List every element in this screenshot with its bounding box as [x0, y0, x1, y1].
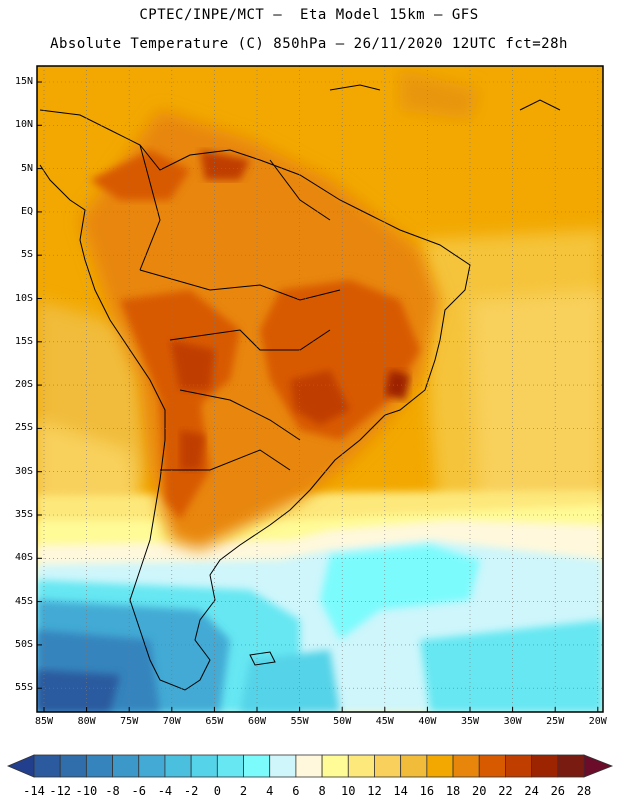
lat-tick-label: 10N [14, 119, 33, 131]
colorbar-swatch [33, 754, 61, 778]
lon-tick-label: 70W [162, 716, 181, 727]
colorbar-swatch [85, 754, 113, 778]
lon-tick-label: 20W [588, 716, 607, 727]
colorbar-swatch [478, 754, 506, 778]
lon-tick-label: 85W [34, 716, 54, 727]
lon-tick-label: 35W [460, 716, 480, 727]
colorbar-label: 26 [550, 784, 566, 798]
colorbar-label: 14 [393, 784, 408, 798]
colorbar-label: 2 [239, 784, 248, 798]
colorbar-label: 10 [341, 784, 356, 798]
colorbar [6, 754, 614, 778]
lon-tick-label: 60W [247, 716, 267, 727]
colorbar-label: 0 [213, 784, 221, 798]
lon-tick-label: 40W [418, 716, 437, 727]
colorbar-swatch [138, 754, 166, 778]
lat-tick-label: 20S [14, 379, 33, 391]
colorbar-label: -2 [183, 784, 199, 798]
lon-tick-label: 65W [205, 716, 224, 727]
lat-tick-label: 50S [14, 638, 33, 650]
lat-tick-label: 40S [14, 552, 33, 564]
colorbar-swatch [216, 754, 244, 778]
lat-tick-label: 45S [14, 595, 33, 607]
colorbar-swatch [374, 754, 402, 778]
lat-tick-label: 25S [14, 422, 33, 434]
colorbar-label: 18 [445, 784, 461, 798]
temperature-field [37, 66, 603, 712]
colorbar-label: -4 [157, 784, 173, 798]
colorbar-swatch [531, 754, 559, 778]
colorbar-label: 20 [472, 784, 487, 798]
colorbar-swatch [59, 754, 87, 778]
lon-tick-label: 25W [546, 716, 565, 727]
lat-tick-label: 15N [14, 76, 33, 87]
colorbar-label: 8 [318, 784, 326, 798]
lat-tick-label: 5N [20, 162, 33, 174]
lon-tick-label: 80W [77, 716, 96, 727]
colorbar-swatch [269, 754, 297, 778]
colorbar-label: -8 [105, 784, 120, 798]
lon-tick-label: 50W [333, 716, 352, 727]
lat-tick-label: 30S [14, 465, 33, 477]
colorbar-min-arrow [6, 754, 35, 778]
lat-tick-label: 5S [20, 249, 33, 261]
tick-marks [37, 81, 599, 712]
colorbar-swatch [505, 754, 533, 778]
coastline [39, 84, 561, 691]
colorbar-label: 16 [419, 784, 435, 798]
lat-tick-label: EQ [20, 205, 33, 217]
chart-title-line-2: Absolute Temperature (C) 850hPa – 26/11/… [50, 36, 568, 52]
lat-tick-label: 55S [14, 682, 33, 694]
map-frame [36, 65, 604, 713]
chart-title-line-1: CPTEC/INPE/MCT – Eta Model 15km – GFS [139, 7, 479, 23]
colorbar-label: -10 [75, 784, 98, 798]
lon-tick-label: 55W [290, 716, 309, 727]
colorbar-swatch [112, 754, 140, 778]
colorbar-label: 22 [498, 784, 513, 798]
colorbar-max-arrow [583, 754, 614, 778]
lon-tick-label: 45W [375, 716, 394, 727]
colorbar-swatch [426, 754, 454, 778]
colorbar-swatch [190, 754, 218, 778]
colorbar-label: 6 [292, 784, 300, 798]
colorbar-label: -6 [131, 784, 146, 798]
lat-tick-label: 10S [14, 292, 33, 304]
colorbar-label: -14 [23, 784, 45, 798]
colorbar-label: 24 [524, 784, 539, 798]
colorbar-swatch [400, 754, 428, 778]
colorbar-swatch [295, 754, 323, 778]
colorbar-label: -12 [49, 784, 72, 798]
colorbar-swatch [347, 754, 375, 778]
colorbar-label: 4 [266, 784, 274, 798]
colorbar-label: 28 [576, 784, 592, 798]
colorbar-label: 12 [367, 784, 382, 798]
lon-tick-label: 30W [503, 716, 522, 727]
colorbar-swatch [557, 754, 585, 778]
colorbar-swatch [164, 754, 192, 778]
lat-tick-label: 15S [14, 335, 33, 347]
lon-tick-label: 75W [120, 716, 139, 727]
colorbar-swatch [452, 754, 480, 778]
colorbar-swatch [321, 754, 349, 778]
lat-tick-label: 35S [14, 509, 33, 520]
colorbar-swatch [243, 754, 271, 778]
